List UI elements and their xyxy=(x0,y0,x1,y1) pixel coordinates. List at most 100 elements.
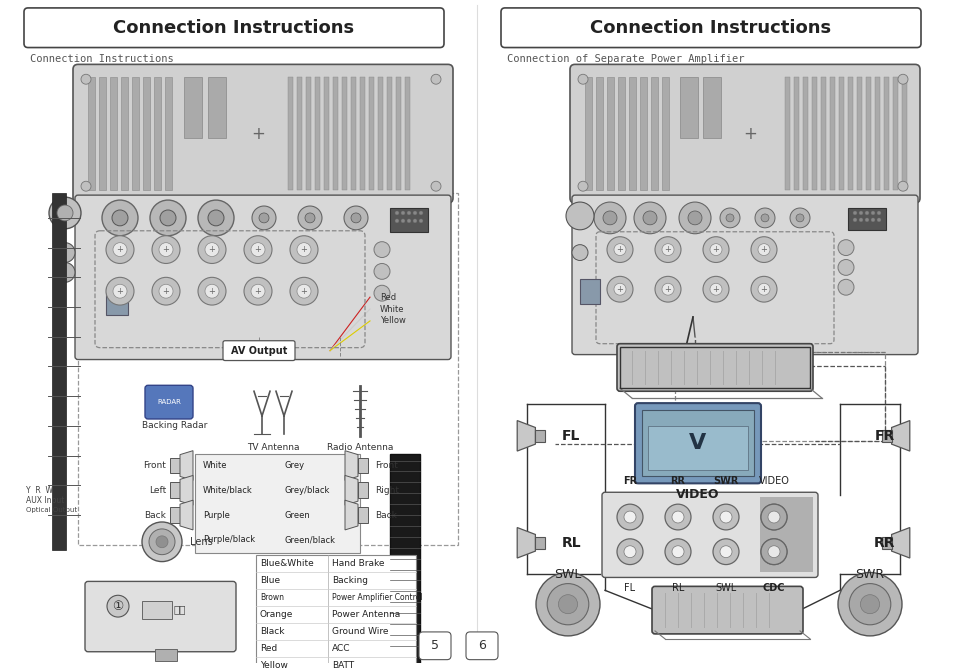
Circle shape xyxy=(795,214,803,222)
Bar xyxy=(679,77,698,138)
Text: V: V xyxy=(689,433,706,453)
Bar xyxy=(324,77,329,190)
Circle shape xyxy=(720,208,740,228)
Circle shape xyxy=(750,276,776,302)
Text: +: + xyxy=(616,245,622,254)
Bar xyxy=(829,77,834,190)
Bar xyxy=(314,77,319,190)
Circle shape xyxy=(634,202,665,233)
Circle shape xyxy=(661,283,673,295)
Circle shape xyxy=(897,181,907,191)
Circle shape xyxy=(602,211,617,225)
Bar xyxy=(760,497,812,573)
Bar xyxy=(165,77,172,190)
Circle shape xyxy=(150,200,186,235)
Bar xyxy=(357,507,368,523)
Circle shape xyxy=(159,243,172,256)
Bar xyxy=(606,77,614,190)
Circle shape xyxy=(642,211,657,225)
Bar xyxy=(881,429,891,442)
FancyBboxPatch shape xyxy=(572,195,917,355)
Circle shape xyxy=(102,200,138,235)
Text: Backing Radar: Backing Radar xyxy=(142,421,208,430)
Circle shape xyxy=(407,219,411,223)
Bar xyxy=(641,410,753,476)
Text: Grey: Grey xyxy=(285,461,305,470)
Text: FR: FR xyxy=(874,429,894,443)
Text: +: + xyxy=(209,245,215,254)
Text: Left: Left xyxy=(149,486,166,495)
Bar xyxy=(883,77,888,190)
Circle shape xyxy=(251,243,265,256)
Text: AUX Input: AUX Input xyxy=(26,496,64,504)
Circle shape xyxy=(594,202,625,233)
Text: Blue: Blue xyxy=(260,575,280,585)
Text: Y  R  W: Y R W xyxy=(26,486,53,495)
Text: +: + xyxy=(300,287,307,296)
Text: RR: RR xyxy=(670,476,685,486)
Circle shape xyxy=(767,546,780,558)
Bar xyxy=(702,77,720,138)
Bar xyxy=(675,352,884,441)
Circle shape xyxy=(297,206,322,229)
Text: +: + xyxy=(712,285,719,294)
Polygon shape xyxy=(345,500,357,530)
Text: Green/black: Green/black xyxy=(285,535,335,545)
Text: VIDEO: VIDEO xyxy=(676,488,719,501)
Bar xyxy=(901,77,906,190)
Bar xyxy=(333,77,337,190)
Circle shape xyxy=(547,583,588,625)
Circle shape xyxy=(702,276,728,302)
Text: +: + xyxy=(712,245,719,254)
Text: +: + xyxy=(209,287,215,296)
Circle shape xyxy=(413,219,416,223)
Bar xyxy=(106,287,128,315)
Text: Connection Instructions: Connection Instructions xyxy=(113,19,355,37)
Polygon shape xyxy=(891,528,909,558)
Bar xyxy=(802,77,807,190)
Text: RR: RR xyxy=(873,536,894,550)
Text: Ground Wire: Ground Wire xyxy=(332,627,388,636)
Text: Power Amplifier Control: Power Amplifier Control xyxy=(332,593,422,601)
FancyBboxPatch shape xyxy=(418,632,451,660)
Text: Purple/black: Purple/black xyxy=(203,535,254,545)
Circle shape xyxy=(623,546,636,558)
Circle shape xyxy=(837,260,853,276)
Bar xyxy=(639,77,646,190)
Circle shape xyxy=(395,219,398,223)
Circle shape xyxy=(664,539,690,565)
Text: Green: Green xyxy=(285,510,311,520)
Text: Power Antenna: Power Antenna xyxy=(332,609,400,619)
Bar xyxy=(881,537,891,549)
Text: +: + xyxy=(616,285,622,294)
Circle shape xyxy=(208,210,224,226)
Text: +: + xyxy=(664,285,671,294)
Circle shape xyxy=(290,235,317,264)
Circle shape xyxy=(614,283,625,295)
Bar xyxy=(306,77,311,190)
Bar xyxy=(821,77,825,190)
FancyBboxPatch shape xyxy=(223,341,294,361)
Text: Orange: Orange xyxy=(260,609,294,619)
Text: Front: Front xyxy=(375,461,397,470)
FancyBboxPatch shape xyxy=(617,344,812,391)
Circle shape xyxy=(679,202,710,233)
Circle shape xyxy=(374,285,390,301)
Bar xyxy=(661,77,668,190)
Bar xyxy=(387,77,392,190)
Circle shape xyxy=(712,504,739,530)
Circle shape xyxy=(152,235,180,264)
FancyBboxPatch shape xyxy=(635,403,760,484)
Bar xyxy=(52,193,66,550)
Bar xyxy=(874,77,879,190)
Bar xyxy=(99,77,106,190)
Text: +: + xyxy=(116,287,123,296)
Bar xyxy=(811,77,816,190)
Circle shape xyxy=(661,244,673,256)
Circle shape xyxy=(720,546,731,558)
Circle shape xyxy=(664,504,690,530)
Circle shape xyxy=(606,237,633,262)
Text: TV Antenna: TV Antenna xyxy=(247,443,299,452)
Bar xyxy=(341,77,347,190)
Circle shape xyxy=(671,511,683,523)
